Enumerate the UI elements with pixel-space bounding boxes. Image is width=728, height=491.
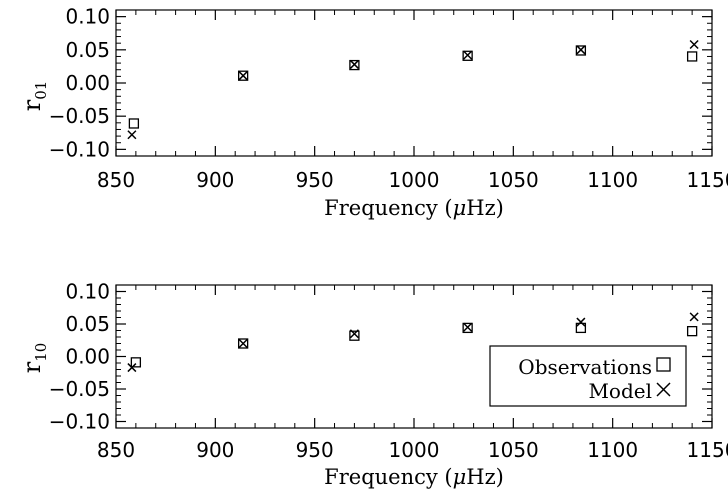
y-tick-label: 0.05 [65, 38, 110, 62]
x-axis-label: Frequency (μHz) [324, 196, 504, 220]
model-point [238, 71, 248, 81]
model-point [127, 363, 137, 373]
y-tick-label: −0.10 [49, 410, 110, 434]
x-axis-label: Frequency (μHz) [324, 465, 504, 489]
observation-point [462, 322, 473, 334]
x-tick-label: 850 [97, 438, 135, 462]
panel-r01: 0.10 0.05 0.00 −0.05 −0.10 850 900 950 1000 1050… [18, 5, 728, 220]
y-tick-labels: 0.10 0.05 0.00 −0.05 −0.10 [49, 5, 110, 162]
model-point [689, 312, 699, 322]
y-tick-label: −0.05 [49, 104, 110, 128]
x-tick-label: 1050 [488, 168, 539, 192]
observation-point [575, 322, 587, 334]
x-tick-label: 900 [196, 168, 234, 192]
plot-frame [115, 9, 713, 157]
observation-point [349, 59, 360, 71]
observation-point [686, 325, 698, 337]
model-point [349, 329, 359, 339]
observation-point [575, 45, 587, 56]
axis-ticks [115, 9, 713, 157]
y-tick-labels: 0.10 0.05 0.00 −0.05 −0.10 [49, 280, 110, 434]
model-point [576, 45, 586, 55]
y-tick-label: −0.10 [49, 137, 110, 161]
x-tick-label: 950 [296, 168, 334, 192]
observation-point [128, 118, 140, 129]
observation-point [130, 357, 142, 368]
x-tick-label: 1050 [488, 438, 539, 462]
x-tick-label: 1100 [587, 438, 638, 462]
observation-point [462, 50, 473, 61]
data-marks [127, 39, 699, 140]
model-point [463, 50, 473, 60]
x-tick-label: 900 [196, 438, 234, 462]
observation-point [237, 338, 249, 349]
y-tick-label: 0.10 [65, 280, 110, 304]
y-axis-label: r01 [18, 81, 50, 112]
x-tick-labels: 850 900 950 1000 1050 1100 1150 [97, 438, 728, 462]
legend: Observations Model [489, 345, 687, 407]
legend-marker-x [656, 382, 671, 397]
panel-r10: 0.10 0.05 0.00 −0.05 −0.10 850 900 950 1000 1050… [18, 280, 728, 490]
model-point [349, 59, 359, 69]
x-tick-label: 850 [97, 168, 135, 192]
axis-ticks [115, 284, 713, 429]
legend-label-model: Model [588, 379, 652, 403]
x-tick-labels: 850 900 950 1000 1050 1100 1150 [97, 168, 728, 192]
legend-marker-square [656, 357, 671, 372]
x-tick-label: 1150 [687, 438, 728, 462]
x-tick-label: 1000 [389, 438, 440, 462]
model-point [689, 39, 699, 50]
model-point [238, 338, 248, 349]
model-point [463, 322, 473, 332]
legend-box [489, 345, 687, 407]
y-tick-label: 0.05 [65, 312, 110, 336]
observation-point [237, 70, 249, 81]
data-marks [127, 312, 699, 373]
y-tick-label: 0.00 [65, 71, 110, 95]
x-tick-label: 950 [296, 438, 334, 462]
y-tick-label: 0.10 [65, 5, 110, 29]
y-axis-label: r10 [18, 343, 50, 374]
legend-label-observations: Observations [518, 355, 652, 379]
y-tick-label: 0.00 [65, 345, 110, 369]
y-tick-label: −0.05 [49, 377, 110, 401]
x-tick-label: 1000 [389, 168, 440, 192]
observation-point [686, 51, 698, 62]
model-point [127, 130, 137, 140]
model-point [576, 317, 586, 327]
x-tick-label: 1150 [687, 168, 728, 192]
observation-point [349, 330, 360, 341]
x-tick-label: 1100 [587, 168, 638, 192]
